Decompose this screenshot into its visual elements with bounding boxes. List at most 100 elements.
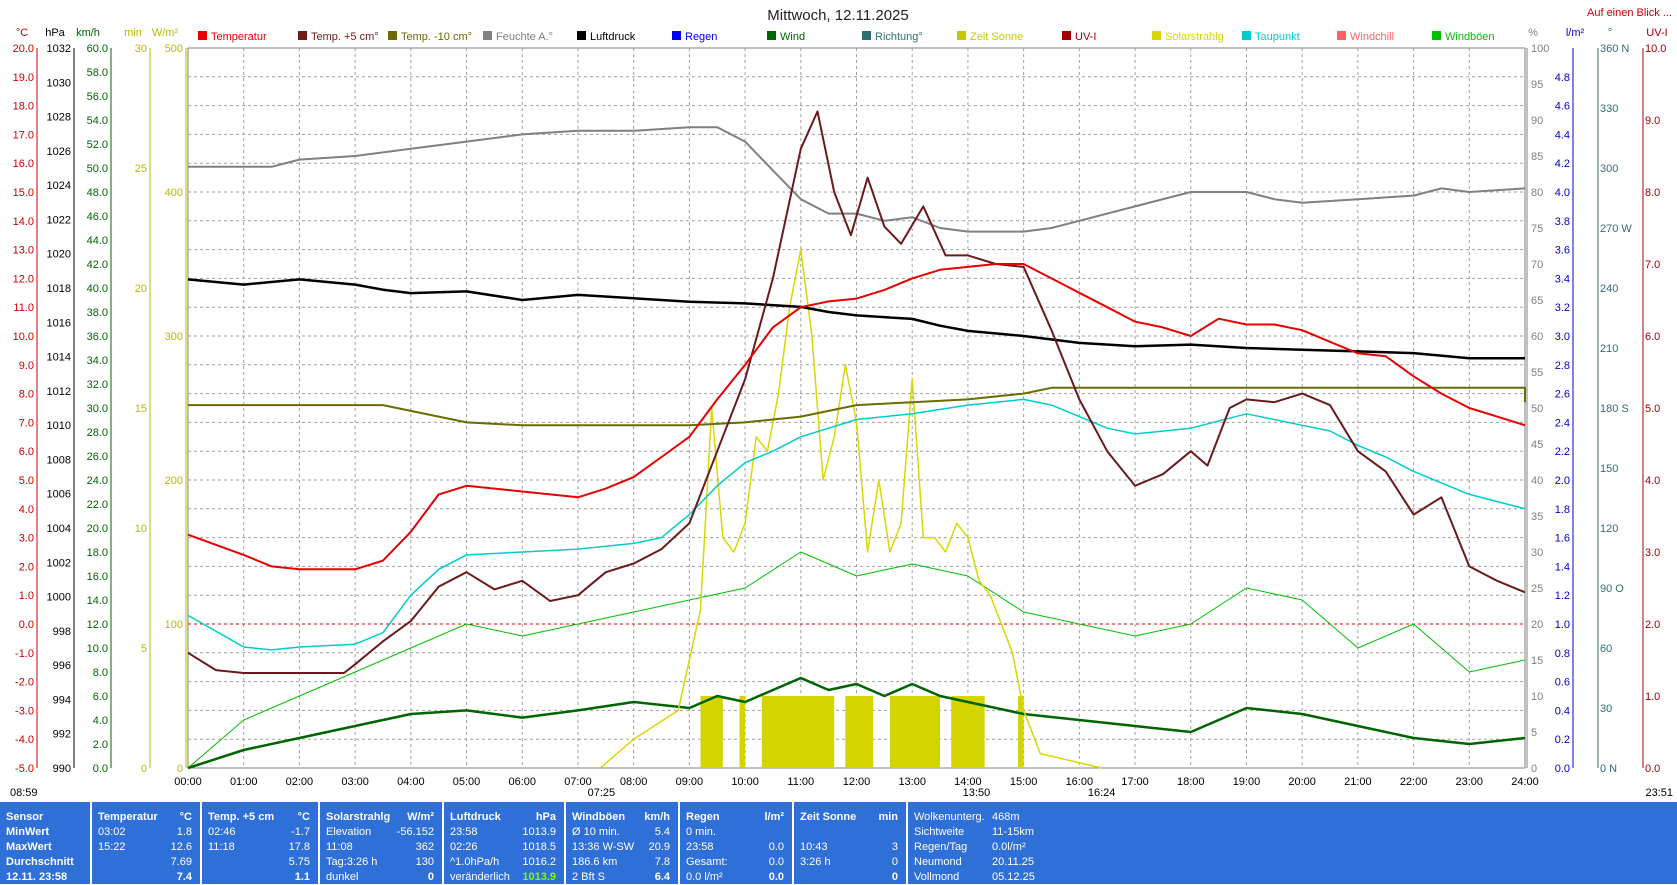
stats-cell-label: 13:36 W-SW [572, 841, 635, 853]
stats-header: Sensor [6, 811, 44, 823]
legend-label: Taupunkt [1255, 31, 1300, 43]
column-separator [90, 802, 92, 884]
temp-axis-label: -5.0 [15, 763, 34, 775]
temp-axis-label: 14.0 [13, 216, 34, 228]
humidity-axis-label: 40 [1531, 475, 1543, 487]
temp-axis-label: 5.0 [19, 475, 34, 487]
series-line-feuchte-a [188, 126, 1526, 233]
info-label: Regen/Tag [914, 841, 968, 853]
stats-unit: W/m² [407, 811, 434, 823]
wind-axis-label: 48.0 [87, 187, 108, 199]
uv-axis-label: 10.0 [1645, 43, 1666, 55]
wind-axis-label: 50.0 [87, 163, 108, 175]
wind-axis-label: 14.0 [87, 595, 108, 607]
stats-cell-label: 11:08 [326, 841, 353, 853]
stats-cell-value: 1013.9 [522, 826, 556, 838]
temp-axis-label: 17.0 [13, 129, 34, 141]
stats-cell-label: 10:43 [800, 841, 828, 853]
stats-cell-value: 1018.5 [522, 841, 556, 853]
sunrise-label: 07:25 [588, 787, 616, 799]
legend-item: Richtung° [862, 31, 923, 43]
temp-axis-label: -4.0 [15, 734, 34, 746]
legend-label: Feuchte A.° [496, 31, 553, 43]
rain-axis-label: 0.0 [1555, 763, 1570, 775]
direction-axis-label: 90 O [1600, 583, 1624, 595]
x-tick-label: 14:00 [954, 776, 982, 788]
stats-cell-value [728, 825, 784, 840]
stats-cell-label: dunkel [326, 871, 359, 883]
x-tick-label: 09:00 [676, 776, 704, 788]
pressure-axis-label: 1028 [47, 112, 71, 124]
stats-column-rain: Regen l/m² 0 min. 23:58 0.0 Gesamt: 0.0 0.0 l/m… [680, 802, 792, 884]
legend-label: Regen [685, 31, 717, 43]
weather-chart: Mittwoch, 12.11.2025 Auf einen Blick ... 0… [10, 7, 1673, 799]
temp-axis-label: 12.0 [13, 273, 34, 285]
humidity-axis-label: 45 [1531, 439, 1543, 451]
axis-header-right: ° [1608, 27, 1612, 39]
legend-item: Windchill [1337, 31, 1394, 43]
rain-axis-label: 2.0 [1555, 475, 1570, 487]
wind-axis-label: 38.0 [87, 307, 108, 319]
uv-axis-label: 5.0 [1645, 403, 1660, 415]
stats-cell-label: 02:26 [450, 841, 478, 853]
wind-axis-label: 46.0 [87, 211, 108, 223]
axis-header-left: °C [16, 27, 28, 39]
axis-header-right: % [1528, 27, 1538, 39]
legend-label: UV-I [1075, 31, 1096, 43]
pressure-axis-label: 1004 [47, 523, 71, 535]
pressure-axis-label: 1016 [47, 317, 71, 329]
direction-axis-label: 0 N [1600, 763, 1617, 775]
temp-axis-label: 6.0 [19, 446, 34, 458]
temp-axis-label: 9.0 [19, 360, 34, 372]
temp-axis-label: 2.0 [19, 561, 34, 573]
wind-axis-label: 36.0 [87, 331, 108, 343]
solar-axis-label: 0 [177, 763, 183, 775]
pressure-axis-label: 1014 [47, 352, 71, 364]
wind-axis-label: 30.0 [87, 403, 108, 415]
column-separator [200, 802, 202, 884]
x-tick-label: 06:00 [508, 776, 536, 788]
series-line-temp-10-cm [188, 386, 1526, 427]
rain-axis-label: 2.4 [1555, 417, 1570, 429]
stats-unit: hPa [535, 811, 556, 823]
x-tick-label: 16:00 [1066, 776, 1094, 788]
stats-cell-label: 0.0 l/m² [686, 871, 723, 883]
rain-axis-label: 4.4 [1555, 129, 1570, 141]
axis-header-left: min [124, 27, 142, 39]
wind-axis-label: 8.0 [93, 667, 108, 679]
solar-axis-label: 200 [165, 475, 183, 487]
pressure-axis-label: 1024 [47, 180, 71, 192]
direction-axis-label: 150 [1600, 463, 1618, 475]
info-label: Neumond [914, 856, 962, 868]
info-value: 20.11.25 [992, 856, 1035, 868]
axis-header-right: UV-I [1646, 27, 1667, 39]
legend-item: Taupunkt [1242, 31, 1300, 43]
x-tick-label: 23:00 [1456, 776, 1484, 788]
wind-axis-label: 24.0 [87, 475, 108, 487]
solar-axis-label: 400 [165, 187, 183, 199]
wind-axis-label: 58.0 [87, 67, 108, 79]
pressure-axis-label: 1006 [47, 489, 71, 501]
legend-label: Luftdruck [590, 31, 636, 43]
stats-header: Solarstrahlg [326, 811, 391, 823]
x-tick-label: 10:00 [731, 776, 759, 788]
stats-cell-label: 03:02 [98, 826, 126, 838]
stats-cell-value: 1016.2 [522, 856, 556, 868]
stats-column-pressure: Luftdruck hPa 23:58 1013.9 02:26 1018.5 ^1.0hP… [444, 802, 564, 884]
info-value: 05.12.25 [992, 871, 1035, 883]
chart-title: Mittwoch, 12.11.2025 [767, 7, 908, 24]
overview-link[interactable]: Auf einen Blick ... [1587, 7, 1672, 19]
stats-cell-label: Gesamt: [686, 856, 728, 868]
humidity-axis-label: 55 [1531, 367, 1543, 379]
legend-swatch [1062, 31, 1071, 40]
stats-cell-label: Tag:3:26 h [326, 856, 378, 868]
sunset-label: 16:24 [1088, 787, 1116, 799]
stats-cell-label: 23:58 [450, 826, 478, 838]
pressure-axis-label: 1008 [47, 454, 71, 466]
legend-label: Temp. +5 cm° [311, 31, 379, 43]
temp-axis-label: 0.0 [19, 619, 34, 631]
wind-axis-label: 32.0 [87, 379, 108, 391]
legend-swatch [1337, 31, 1346, 40]
x-tick-label: 04:00 [397, 776, 425, 788]
rain-axis-label: 0.8 [1555, 648, 1570, 660]
